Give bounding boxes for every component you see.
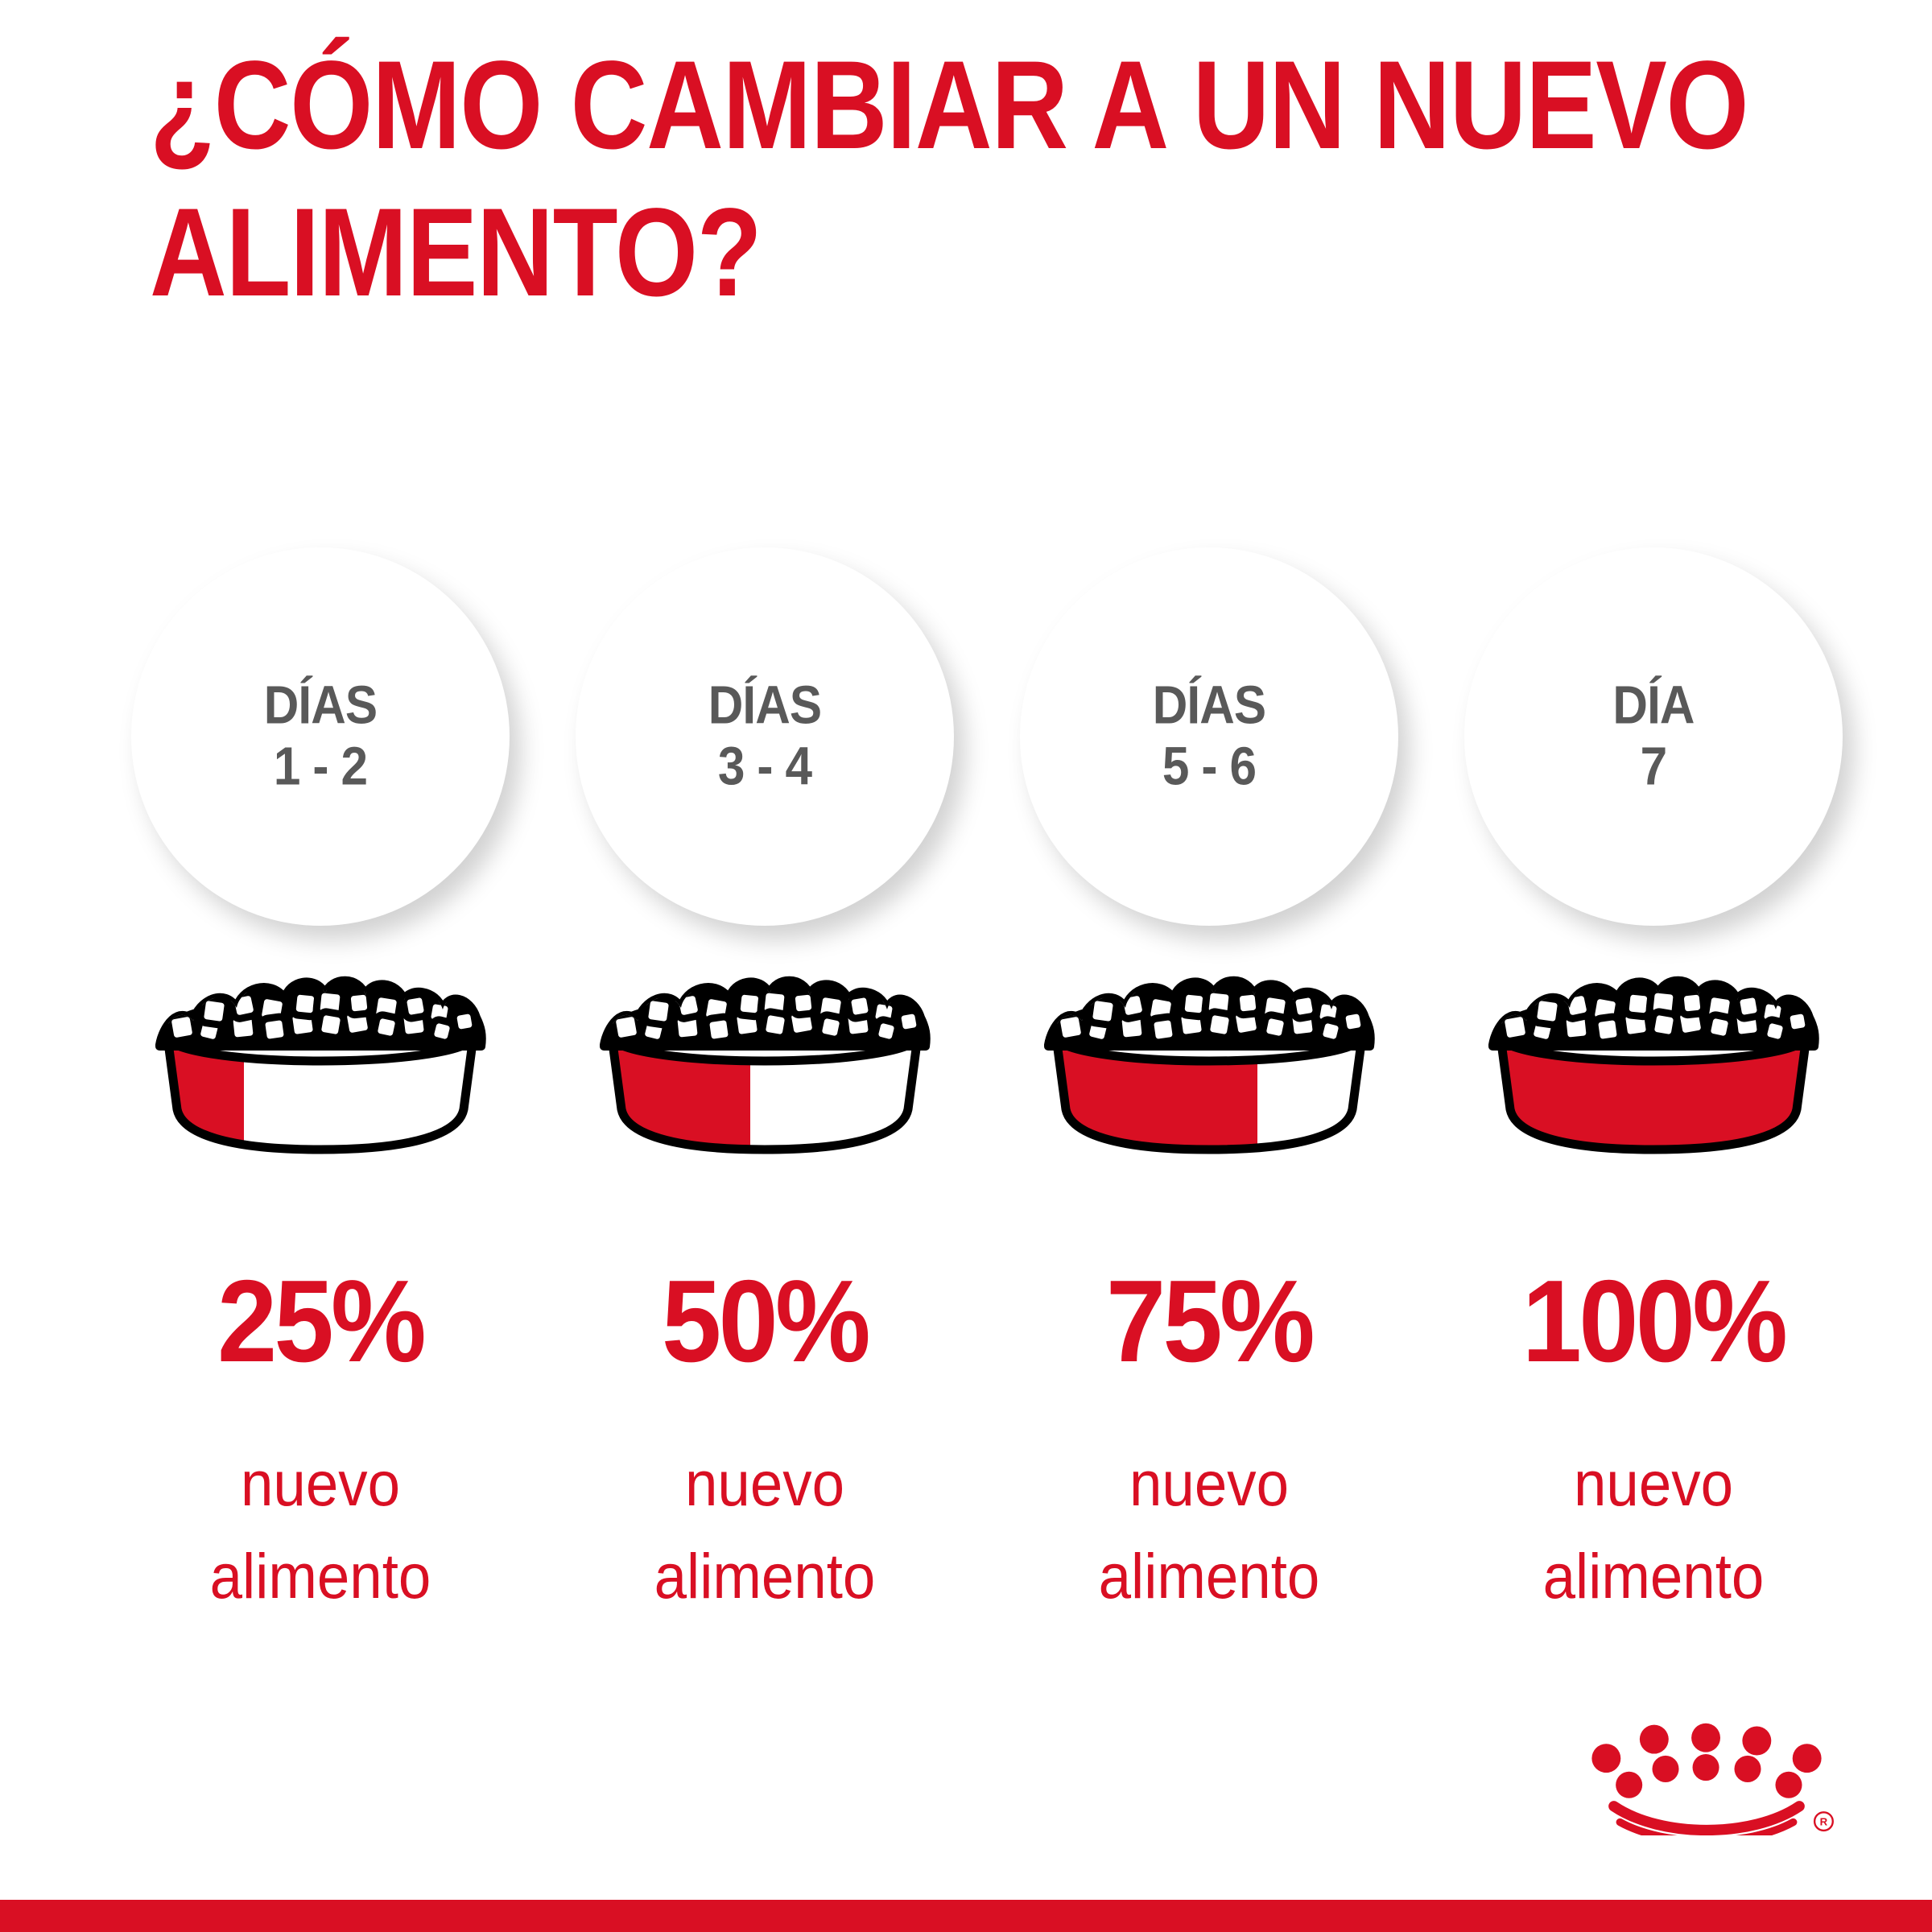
svg-text:R: R xyxy=(1820,1815,1828,1827)
